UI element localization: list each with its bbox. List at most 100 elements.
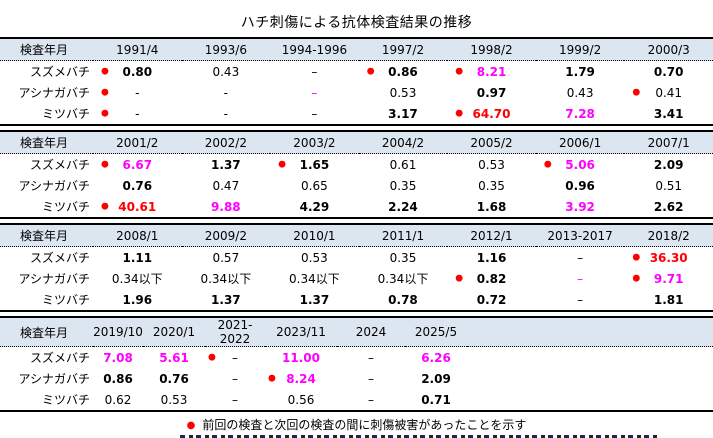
value-text: 8.21 bbox=[476, 64, 507, 79]
value-cell: – bbox=[536, 268, 625, 289]
value-cell: 0.34以下 bbox=[182, 268, 271, 289]
row-label: スズメバチ bbox=[29, 158, 90, 172]
value-cell: ● 36.30 bbox=[624, 247, 713, 269]
value-cell: 0.56 bbox=[265, 389, 337, 411]
column-header-date: 1994-1996 bbox=[270, 38, 359, 61]
column-header-date: 2001/2 bbox=[93, 131, 182, 154]
column-header-date: 2023/11 bbox=[265, 317, 337, 347]
page-title: ハチ刺傷による抗体検査結果の推移 bbox=[240, 15, 473, 31]
value-cell: – bbox=[536, 247, 625, 269]
value-text: – bbox=[577, 292, 584, 307]
value-text: 4.29 bbox=[299, 199, 330, 214]
value-text: 0.53 bbox=[301, 250, 328, 265]
row-label: アシナガバチ bbox=[18, 179, 90, 193]
column-header-date: 2019/10 bbox=[93, 317, 143, 347]
value-text: 11.00 bbox=[282, 350, 320, 365]
value-cell: 2.09 bbox=[405, 368, 467, 389]
value-cell: 1.68 bbox=[447, 196, 536, 218]
value-text: 36.30 bbox=[649, 250, 688, 265]
sting-marker-icon: ● bbox=[101, 108, 109, 118]
sting-marker-icon: ● bbox=[632, 87, 641, 97]
value-cell: - bbox=[182, 82, 271, 103]
sting-marker-icon: ● bbox=[101, 201, 109, 211]
value-cell: ● 6.67 bbox=[93, 154, 182, 176]
value-text: 0.51 bbox=[655, 178, 683, 193]
value-text: 0.43 bbox=[566, 85, 594, 100]
value-text: 3.17 bbox=[388, 106, 418, 121]
value-cell: 0.43 bbox=[182, 61, 271, 83]
value-cell: ● - bbox=[93, 82, 182, 103]
sting-marker-icon: ● bbox=[366, 66, 375, 76]
value-text: 0.76 bbox=[159, 371, 189, 386]
value-cell: 0.34以下 bbox=[93, 268, 182, 289]
value-text: 6.26 bbox=[421, 350, 451, 365]
value-text: 2.24 bbox=[388, 199, 418, 214]
value-cell: 0.57 bbox=[182, 247, 271, 269]
value-cell: 0.61 bbox=[359, 154, 448, 176]
row-label: スズメバチ bbox=[29, 65, 90, 79]
value-text: 0.86 bbox=[388, 64, 418, 79]
value-text: 0.86 bbox=[103, 371, 133, 386]
value-cell: 9.88 bbox=[182, 196, 271, 218]
value-text: 6.67 bbox=[122, 157, 153, 172]
value-text: 7.08 bbox=[103, 350, 133, 365]
row-label: ミツバチ bbox=[41, 393, 90, 407]
data-row-mitsubachi: ミツバチ ● 40.61 9.88 4.29 2.24 1.68 3.92 2.62 bbox=[0, 196, 713, 218]
sting-marker-icon: ● bbox=[101, 66, 109, 76]
sting-marker-icon: ● bbox=[543, 159, 552, 169]
value-text: 3.41 bbox=[653, 106, 684, 121]
column-header-date: 2012/1 bbox=[447, 224, 536, 247]
value-text: 0.34以下 bbox=[289, 272, 340, 286]
value-cell: 4.29 bbox=[270, 196, 359, 218]
value-text: 0.43 bbox=[212, 64, 240, 79]
antibody-results-table-2: 検査年月 2001/2 2002/2 2003/2 2004/2 2005/2 2006/1… bbox=[0, 130, 713, 219]
value-cell: 1.79 bbox=[536, 61, 625, 83]
column-header-date: 2020/1 bbox=[143, 317, 205, 347]
value-text: 9.71 bbox=[653, 271, 684, 286]
value-cell: 0.86 bbox=[93, 368, 143, 389]
value-text: - bbox=[135, 106, 140, 121]
value-text: - bbox=[223, 85, 229, 100]
value-text: 8.24 bbox=[286, 371, 316, 386]
value-text: 0.34以下 bbox=[200, 272, 252, 286]
data-row-suzumebachi: スズメバチ 7.08 5.61 ● –11.00–6.26 bbox=[0, 347, 713, 369]
value-text: 0.61 bbox=[389, 157, 417, 172]
column-header-date: 2006/1 bbox=[535, 131, 625, 154]
value-cell: – bbox=[337, 347, 405, 369]
value-cell: 0.53 bbox=[447, 154, 536, 176]
value-cell: 0.78 bbox=[359, 289, 448, 311]
value-cell: ● 8.21 bbox=[447, 61, 536, 83]
value-cell: 1.81 bbox=[624, 289, 713, 311]
value-text: 0.76 bbox=[122, 178, 153, 193]
value-text: – bbox=[577, 250, 584, 265]
value-cell: ● 0.80 bbox=[93, 61, 182, 83]
value-cell: 0.76 bbox=[143, 368, 205, 389]
value-cell: 1.37 bbox=[182, 154, 271, 176]
value-cell: - bbox=[182, 103, 271, 125]
value-text: 0.80 bbox=[122, 64, 153, 79]
value-text: 1.79 bbox=[565, 64, 595, 79]
value-text: – bbox=[311, 64, 318, 79]
value-text: 40.61 bbox=[118, 199, 157, 214]
value-cell: 0.72 bbox=[447, 289, 536, 311]
sting-marker-icon: ● bbox=[455, 66, 464, 76]
value-cell: 5.61 bbox=[143, 347, 205, 369]
value-cell: 0.76 bbox=[93, 175, 182, 196]
value-cell: 3.17 bbox=[359, 103, 448, 125]
sting-marker-icon: ● bbox=[455, 273, 464, 283]
value-text: 1.11 bbox=[122, 250, 153, 265]
data-row-ashinagabachi: アシナガバチ 0.86 0.76 – ● 8.24 – 2.09 bbox=[0, 368, 713, 389]
column-header-date: 2009/2 bbox=[181, 224, 271, 247]
data-row-suzumebachi: スズメバチ 1.11 0.57 0.53 0.35 1.16 – ● 36.30 bbox=[0, 247, 713, 269]
value-text: 0.53 bbox=[389, 85, 417, 100]
column-header-label: 検査年月 bbox=[0, 224, 93, 247]
header-row: 検査年月 2019/10 2020/1 2021-2022 2023/11 2024 202… bbox=[0, 317, 713, 347]
value-cell: 0.53 bbox=[143, 389, 205, 411]
value-text: 0.71 bbox=[421, 392, 451, 407]
empty-cell bbox=[467, 347, 713, 369]
value-text: 7.28 bbox=[565, 106, 595, 121]
column-header-label: 検査年月 bbox=[0, 131, 93, 154]
value-text: – bbox=[232, 371, 238, 386]
value-cell: 0.97 bbox=[447, 82, 536, 103]
value-text: 1.96 bbox=[122, 292, 153, 307]
